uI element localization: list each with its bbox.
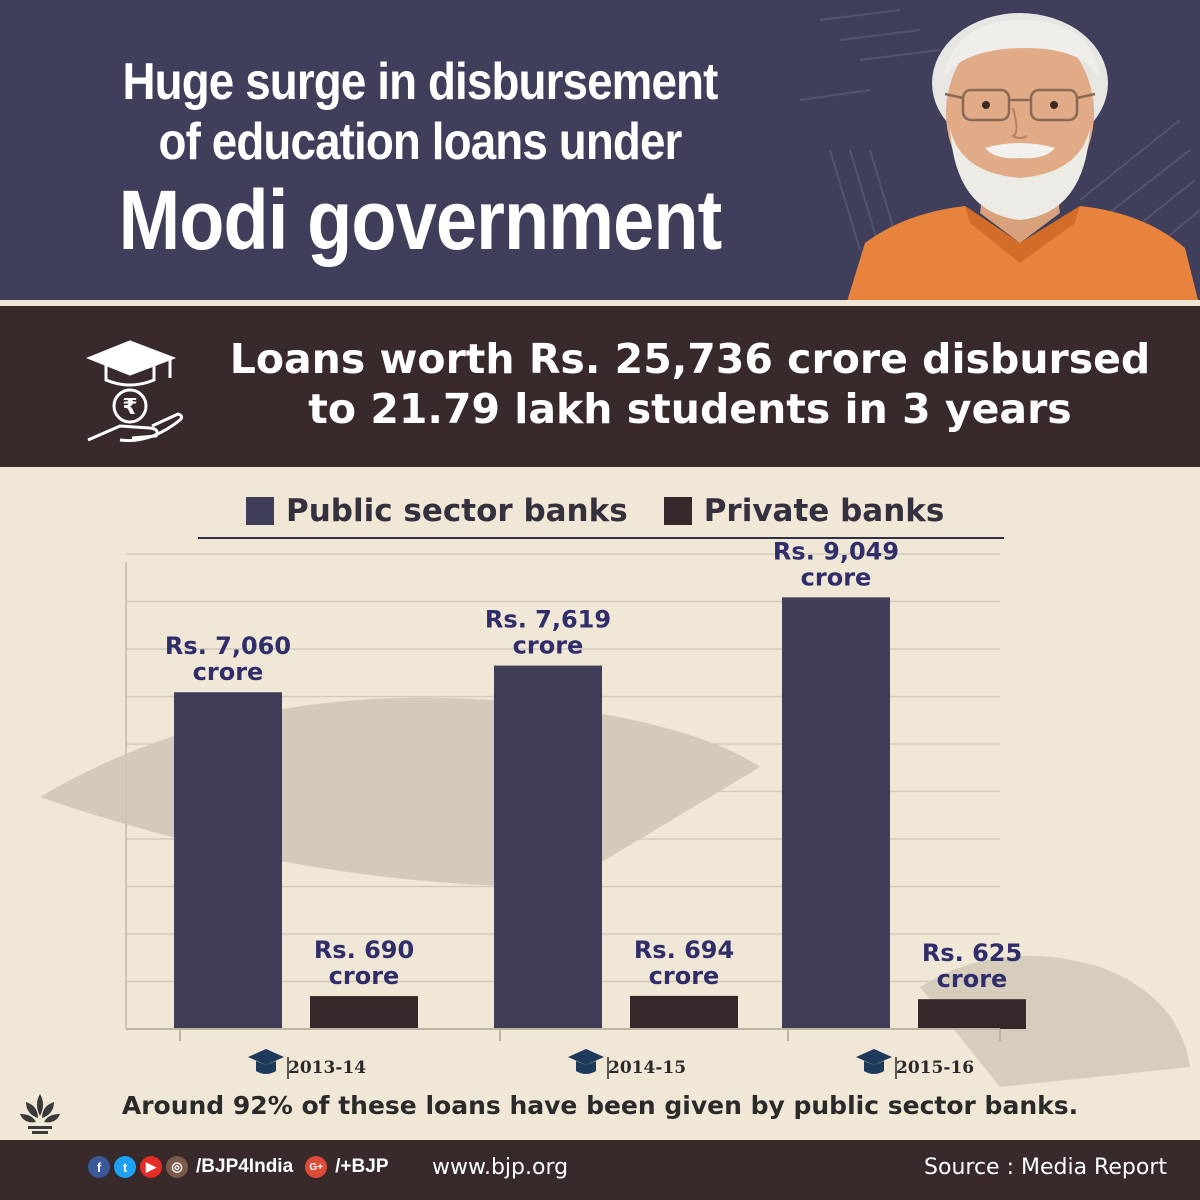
data-label-unit: crore [513, 632, 584, 660]
facebook-icon[interactable]: f [88, 1156, 110, 1178]
website-link[interactable]: www.bjp.org [432, 1155, 569, 1180]
legend-divider [198, 537, 1004, 539]
legend-label-public: Public sector banks [286, 493, 628, 529]
bar-public-2015-16 [782, 597, 890, 1029]
bar-public-2013-14 [174, 692, 282, 1029]
data-label-value: Rs. 9,049 [773, 537, 899, 565]
data-label-unit: crore [937, 965, 1008, 993]
footnote: Around 92% of these loans have been give… [121, 1091, 1079, 1120]
data-label-unit: crore [329, 962, 400, 990]
title-line-3: Modi government [118, 173, 723, 267]
bar-private-2013-14 [310, 996, 418, 1029]
legend-swatch-public [246, 497, 274, 525]
summary-banner: ₹ Loans worth Rs. 25,736 crore disbursed… [0, 300, 1200, 467]
banner-line-2: to 21.79 lakh students in 3 years [308, 385, 1072, 433]
category-label: 2015-16 [896, 1058, 974, 1078]
instagram-icon[interactable]: ◎ [166, 1156, 188, 1178]
data-label-value: Rs. 7,060 [165, 632, 291, 660]
header: Huge surge in disbursement of education … [0, 0, 1200, 300]
portrait-image [847, 13, 1198, 300]
data-label-unit: crore [649, 962, 720, 990]
bar-private-2015-16 [918, 999, 1026, 1029]
social-handle-gplus[interactable]: /+BJP [335, 1156, 389, 1177]
bjp-lotus-logo [20, 1094, 60, 1134]
twitter-icon[interactable]: t [114, 1156, 136, 1178]
youtube-icon[interactable]: ▶ [140, 1156, 162, 1178]
graduation-cap-icon [856, 1049, 892, 1074]
chart-legend: Public sector banks Private banks [246, 493, 980, 529]
chart-bars [174, 597, 1026, 1029]
bar-private-2014-15 [630, 995, 738, 1029]
bar-public-2014-15 [494, 665, 602, 1029]
graduation-cap-rupee-hand-icon: ₹ [85, 340, 184, 443]
google-plus-icon[interactable]: G+ [305, 1156, 328, 1178]
graduation-cap-icon [248, 1049, 284, 1074]
data-label-unit: crore [801, 563, 872, 591]
category-label: 2013-14 [288, 1058, 366, 1078]
graduation-cap-icon [568, 1049, 604, 1074]
legend-item-public: Public sector banks [246, 493, 628, 529]
page-title: Huge surge in disbursement of education … [40, 52, 800, 266]
legend-label-private: Private banks [703, 493, 945, 529]
data-label-unit: crore [193, 658, 264, 686]
source-note: Source : Media Report [924, 1155, 1167, 1180]
data-label-value: Rs. 625 [922, 939, 1022, 967]
title-line-2: of education loans under [158, 113, 683, 171]
social-links: f t ▶ ◎ /BJP4India G+ /+BJP [88, 1156, 397, 1178]
legend-item-private: Private banks [663, 493, 945, 529]
social-handle-bjp4india[interactable]: /BJP4India [196, 1156, 294, 1177]
chart-area: Rs. 7,060 crore Rs. 690 crore Rs. 7,619 crore… [0, 467, 1200, 1140]
title-line-1: Huge surge in disbursement [122, 53, 718, 111]
category-label: 2014-15 [608, 1058, 686, 1078]
data-label-value: Rs. 7,619 [485, 606, 611, 634]
footer: f t ▶ ◎ /BJP4India G+ /+BJP www.bjp.org … [0, 1140, 1200, 1200]
data-label-value: Rs. 690 [314, 936, 414, 964]
data-label-value: Rs. 694 [634, 936, 734, 964]
svg-text:₹: ₹ [122, 395, 137, 420]
legend-swatch-private [663, 497, 692, 525]
banner-line-1: Loans worth Rs. 25,736 crore disbursed [229, 335, 1151, 383]
banner-text: Loans worth Rs. 25,736 crore disbursed t… [210, 334, 1170, 434]
chart-x-axis: 2013-14 2014-15 2015-16 [126, 1028, 1001, 1079]
